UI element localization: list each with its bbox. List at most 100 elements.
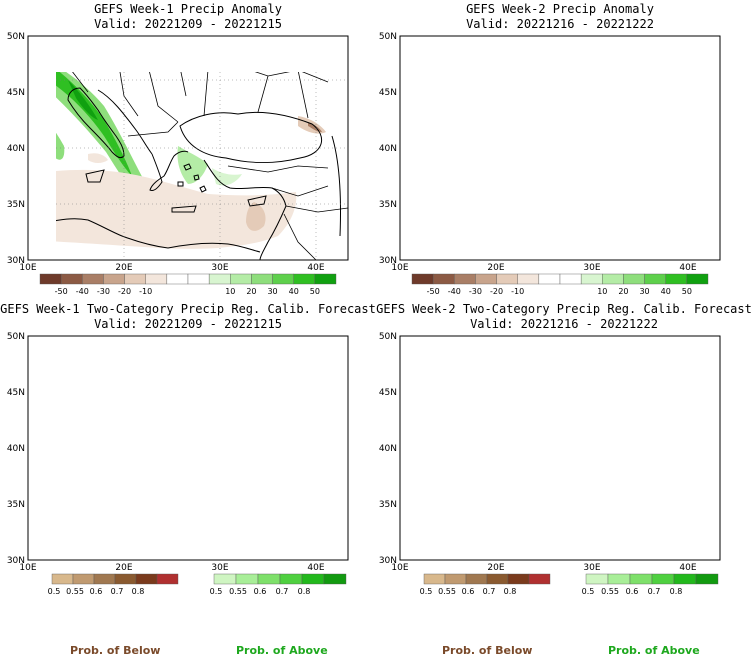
prob-above-colorbar-swatch (585, 573, 609, 585)
anomaly-colorbar-swatch (517, 273, 540, 285)
lat-label: 35N (379, 200, 397, 210)
panel-3-title: GEFS Week-1 Two-Category Precip Reg. Cal… (0, 302, 376, 332)
lon-label: 20E (487, 563, 504, 573)
anomaly-colorbar-label: 30 (267, 287, 277, 296)
anomaly-colorbar-swatch (475, 273, 497, 285)
panel-1-title-text: GEFS Week-1 Precip Anomaly (94, 2, 282, 16)
prob-above-label: Prob. of Above (236, 644, 328, 657)
anomaly-colorbar-swatch (272, 273, 294, 285)
prob-above-colorbar-swatch (607, 573, 631, 585)
prob-below-colorbar-swatch (507, 573, 530, 585)
lat-label: 50N (379, 32, 397, 42)
lat-label: 50N (7, 32, 25, 42)
lat-label: 45N (379, 388, 397, 398)
anomaly-colorbar-label: -20 (118, 287, 131, 296)
prob-above-colorbar-swatch (651, 573, 675, 585)
anomaly-colorbar-swatch (166, 273, 189, 285)
prob-above-colorbar-swatch (301, 573, 325, 585)
anomaly-colorbar-label: 40 (661, 287, 671, 296)
panel-2-title-text: GEFS Week-2 Precip Anomaly (466, 2, 654, 16)
panel-4-title-text: GEFS Week-2 Two-Category Precip Reg. Cal… (376, 302, 752, 316)
lon-label: 40E (679, 563, 696, 573)
prob-below-colorbar-label: 0.5 (420, 587, 433, 596)
prob-below-colorbar-swatch (72, 573, 95, 585)
prob-above-colorbar-swatch (695, 573, 719, 585)
prob-above-colorbar-swatch (279, 573, 303, 585)
lon-label: 10E (391, 263, 408, 273)
anomaly-colorbar-swatch (623, 273, 645, 285)
anomaly-colorbar-label: 10 (597, 287, 607, 296)
anomaly-colorbar-swatch (145, 273, 168, 285)
lon-label: 40E (307, 263, 324, 273)
prob-below-colorbar-swatch (156, 573, 179, 585)
lat-label: 35N (7, 200, 25, 210)
lat-label: 45N (7, 88, 25, 98)
anomaly-colorbar-swatch (496, 273, 518, 285)
lat-label: 40N (379, 144, 397, 154)
anomaly-colorbar-label: 30 (639, 287, 649, 296)
prob-above-colorbar-label: 0.55 (601, 587, 619, 596)
anomaly-colorbar-label: 10 (225, 287, 235, 296)
prob-below-colorbar-label: 0.6 (90, 587, 103, 596)
prob-above-colorbar-swatch (673, 573, 697, 585)
anomaly-colorbar-swatch (60, 273, 83, 285)
prob-below-colorbar-label: 0.55 (66, 587, 84, 596)
panel-4-map (399, 335, 721, 561)
lon-label: 40E (307, 563, 324, 573)
prob-below-colorbar-swatch (51, 573, 74, 585)
anomaly-colorbar-label: -40 (448, 287, 461, 296)
panel-3-valid: Valid: 20221209 - 20221215 (94, 317, 282, 331)
anomaly-colorbar-label: -40 (76, 287, 89, 296)
prob-below-label: Prob. of Below (70, 644, 161, 657)
anomaly-colorbar-swatch (686, 273, 709, 285)
lat-label: 45N (7, 388, 25, 398)
anomaly-colorbar-swatch (602, 273, 624, 285)
prob-below-colorbar-label: 0.5 (48, 587, 61, 596)
anomaly-colorbar-swatch (580, 273, 603, 285)
lat-label: 35N (379, 500, 397, 510)
lon-label: 10E (19, 563, 36, 573)
prob-below-colorbar-swatch (444, 573, 467, 585)
prob-above-colorbar-swatch (323, 573, 347, 585)
panel-4-valid: Valid: 20221216 - 20221222 (470, 317, 658, 331)
anomaly-colorbar-swatch (230, 273, 252, 285)
prob-below-colorbar-swatch (465, 573, 488, 585)
anomaly-colorbar-label: 50 (310, 287, 320, 296)
prob-above-colorbar-label: 0.8 (670, 587, 683, 596)
prob-below-label-2: Prob. of Below (442, 644, 533, 657)
panel-2-title: GEFS Week-2 Precip Anomaly Valid: 202212… (400, 2, 720, 32)
prob-above-label-2: Prob. of Above (608, 644, 700, 657)
lon-label: 20E (487, 263, 504, 273)
anomaly-colorbar-label: -50 (427, 287, 440, 296)
panel-1-title: GEFS Week-1 Precip Anomaly Valid: 202212… (28, 2, 348, 32)
panel-1-valid: Valid: 20221209 - 20221215 (94, 17, 282, 31)
prob-above-colorbar-label: 0.5 (582, 587, 595, 596)
anomaly-colorbar-label: 20 (618, 287, 628, 296)
anomaly-colorbar-label: -10 (139, 287, 152, 296)
panel-2-map (399, 35, 721, 261)
anomaly-colorbar-label: -10 (511, 287, 524, 296)
lat-label: 30N (379, 556, 397, 566)
prob-above-colorbar-label: 0.5 (210, 587, 223, 596)
prob-above-colorbar-swatch (629, 573, 653, 585)
lon-label: 30E (211, 563, 228, 573)
prob-below-colorbar-label: 0.6 (462, 587, 475, 596)
anomaly-colorbar-label: 50 (682, 287, 692, 296)
lon-label: 20E (115, 563, 132, 573)
anomaly-colorbar-label: 40 (289, 287, 299, 296)
panel-3-title-text: GEFS Week-1 Two-Category Precip Reg. Cal… (0, 302, 376, 316)
anomaly-colorbar-swatch (314, 273, 337, 285)
prob-above-colorbar-swatch (213, 573, 237, 585)
anomaly-colorbar-label: -30 (469, 287, 482, 296)
anomaly-colorbar-swatch (538, 273, 561, 285)
lon-label: 30E (583, 263, 600, 273)
prob-below-colorbar-label: 0.55 (438, 587, 456, 596)
anomaly-colorbar-label: -50 (55, 287, 68, 296)
anomaly-colorbar-swatch (559, 273, 582, 285)
colorbars: -50 -40 -30 -20 -10 10 20 30 40 50 -50 -40 -30 -20 -10… (39, 273, 719, 596)
lat-label: 45N (379, 88, 397, 98)
anomaly-colorbar-swatch (432, 273, 455, 285)
anomaly-colorbar-swatch (293, 273, 316, 285)
lat-label: 30N (7, 556, 25, 566)
